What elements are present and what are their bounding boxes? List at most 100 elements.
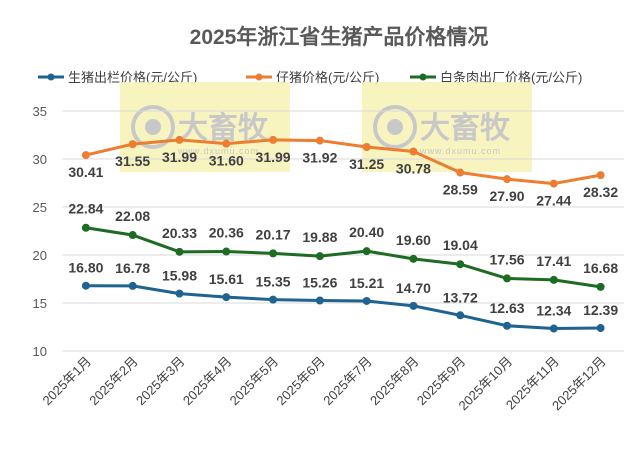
data-point bbox=[549, 275, 558, 284]
legend-label: 仔猪价格(元/公斤) bbox=[276, 70, 379, 85]
watermark-icon bbox=[373, 105, 417, 149]
legend: 生猪出栏价格(元/公斤) 仔猪价格(元/公斤) 白条肉出厂价格(元/公斤) bbox=[38, 70, 582, 85]
series-2: 30.41 31.55 31.99 31.60 31.99 31.92 31.25 30.78… bbox=[68, 135, 618, 209]
data-label: 15.98 bbox=[162, 268, 197, 284]
data-label: 20.17 bbox=[256, 226, 291, 242]
legend-label: 白条肉出厂价格(元/公斤) bbox=[440, 70, 582, 85]
legend-item: 仔猪价格(元/公斤) bbox=[246, 70, 379, 85]
legend-label: 生猪出栏价格(元/公斤) bbox=[68, 70, 197, 85]
data-point bbox=[456, 311, 465, 320]
data-label: 12.63 bbox=[489, 300, 524, 316]
data-label: 15.35 bbox=[256, 274, 291, 290]
x-tick-label: 2025年3月 bbox=[133, 354, 188, 409]
x-tick-label: 2025年4月 bbox=[180, 354, 235, 409]
data-point bbox=[596, 171, 605, 180]
data-label: 13.72 bbox=[443, 289, 478, 305]
data-point bbox=[81, 223, 90, 232]
data-label: 27.44 bbox=[536, 193, 571, 209]
data-label: 20.40 bbox=[349, 224, 384, 240]
data-point bbox=[315, 252, 324, 261]
data-label: 12.34 bbox=[536, 303, 571, 319]
data-point bbox=[315, 296, 324, 305]
x-tick-label: 2025年2月 bbox=[86, 354, 141, 409]
data-label: 22.84 bbox=[68, 201, 103, 217]
series-3: 22.84 22.08 20.33 20.36 20.17 19.88 20.40 19.60… bbox=[68, 201, 618, 291]
data-point bbox=[81, 281, 90, 290]
data-label: 17.56 bbox=[489, 251, 524, 267]
data-point bbox=[269, 135, 278, 144]
watermark-url: www.dxumu.com bbox=[177, 146, 259, 156]
x-tick-label: 2025年1月 bbox=[39, 354, 94, 409]
series-line bbox=[85, 284, 601, 331]
watermark-brand: 大畜牧 bbox=[178, 111, 269, 145]
x-tick-label: 2025年8月 bbox=[367, 354, 422, 409]
series-line bbox=[85, 138, 601, 186]
data-label: 31.55 bbox=[115, 153, 150, 169]
series-line bbox=[85, 226, 601, 289]
x-axis: 2025年1月2025年2月2025年3月2025年4月2025年5月2025年… bbox=[39, 354, 608, 414]
series-1: 16.80 16.78 15.98 15.61 15.35 15.26 15.21 14.70… bbox=[68, 260, 618, 333]
data-label: 15.21 bbox=[349, 275, 384, 291]
y-tick-label: 15 bbox=[33, 296, 47, 311]
data-label: 12.39 bbox=[583, 302, 618, 318]
data-point bbox=[222, 139, 231, 148]
y-tick-label: 30 bbox=[33, 152, 47, 167]
data-point bbox=[175, 247, 184, 256]
data-label: 20.33 bbox=[162, 225, 197, 241]
y-tick-label: 20 bbox=[33, 248, 47, 263]
data-point bbox=[596, 282, 605, 291]
data-label: 28.59 bbox=[443, 182, 478, 198]
data-point bbox=[503, 175, 512, 184]
data-label: 30.78 bbox=[396, 161, 431, 177]
data-label: 16.68 bbox=[583, 260, 618, 276]
data-label: 20.36 bbox=[209, 225, 244, 241]
data-point bbox=[315, 136, 324, 145]
data-label: 19.04 bbox=[443, 237, 478, 253]
gridlines bbox=[62, 110, 624, 352]
data-point bbox=[269, 295, 278, 304]
data-label: 30.41 bbox=[68, 164, 103, 180]
series-group: 16.80 16.78 15.98 15.61 15.35 15.26 15.21 14.70… bbox=[68, 135, 618, 333]
data-point bbox=[362, 296, 371, 305]
watermark-brand: 大畜牧 bbox=[420, 111, 511, 145]
data-point bbox=[362, 247, 371, 256]
data-label: 31.99 bbox=[256, 149, 291, 165]
data-label: 31.92 bbox=[302, 150, 337, 166]
data-label: 31.25 bbox=[349, 156, 384, 172]
data-point bbox=[549, 179, 558, 188]
data-label: 17.41 bbox=[536, 253, 571, 269]
data-point bbox=[128, 281, 137, 290]
x-tick-label: 2025年6月 bbox=[273, 354, 328, 409]
data-label: 31.60 bbox=[209, 153, 244, 169]
data-label: 22.08 bbox=[115, 208, 150, 224]
data-point bbox=[456, 260, 465, 269]
legend-item: 白条肉出厂价格(元/公斤) bbox=[410, 70, 582, 85]
y-axis: 10 15 20 25 30 35 bbox=[33, 104, 47, 359]
data-point bbox=[503, 321, 512, 330]
watermark-url: www.dxumu.com bbox=[419, 146, 501, 156]
data-point bbox=[128, 140, 137, 149]
data-point bbox=[269, 249, 278, 258]
data-point bbox=[362, 143, 371, 151]
data-label: 28.32 bbox=[583, 184, 618, 200]
data-label: 15.61 bbox=[209, 271, 244, 287]
data-point bbox=[456, 168, 465, 177]
data-point bbox=[81, 151, 90, 160]
data-label: 16.78 bbox=[115, 260, 150, 276]
data-label: 16.80 bbox=[68, 260, 103, 276]
data-point bbox=[549, 324, 558, 333]
y-tick-label: 35 bbox=[33, 104, 47, 119]
data-point bbox=[222, 247, 231, 256]
chart-title: 2025年浙江省生猪产品价格情况 bbox=[190, 25, 489, 49]
data-label: 19.88 bbox=[302, 229, 337, 245]
data-label: 14.70 bbox=[396, 280, 431, 296]
legend-item: 生猪出栏价格(元/公斤) bbox=[38, 70, 197, 85]
data-point bbox=[175, 135, 184, 144]
data-label: 27.90 bbox=[489, 188, 524, 204]
data-point bbox=[503, 274, 512, 283]
x-tick-label: 2025年5月 bbox=[227, 354, 282, 409]
y-tick-label: 25 bbox=[33, 200, 47, 215]
